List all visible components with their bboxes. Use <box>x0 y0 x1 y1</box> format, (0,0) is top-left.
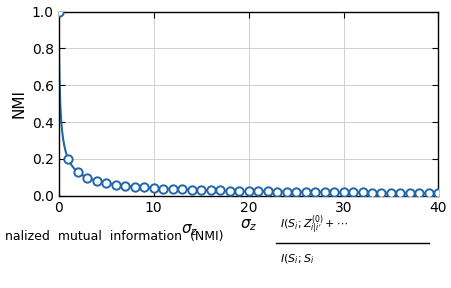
Text: nalized  mutual  information  (NMI): nalized mutual information (NMI) <box>5 230 222 243</box>
Y-axis label: NMI: NMI <box>11 89 26 118</box>
Text: $\sigma_z$: $\sigma_z$ <box>180 223 198 238</box>
Text: $I(S_i;S_i$: $I(S_i;S_i$ <box>280 252 314 266</box>
X-axis label: $\sigma_z$: $\sigma_z$ <box>239 217 257 233</box>
Text: $I(S_i;Z_{i|i'}^{(0)}+\cdots$: $I(S_i;Z_{i|i'}^{(0)}+\cdots$ <box>280 213 348 236</box>
